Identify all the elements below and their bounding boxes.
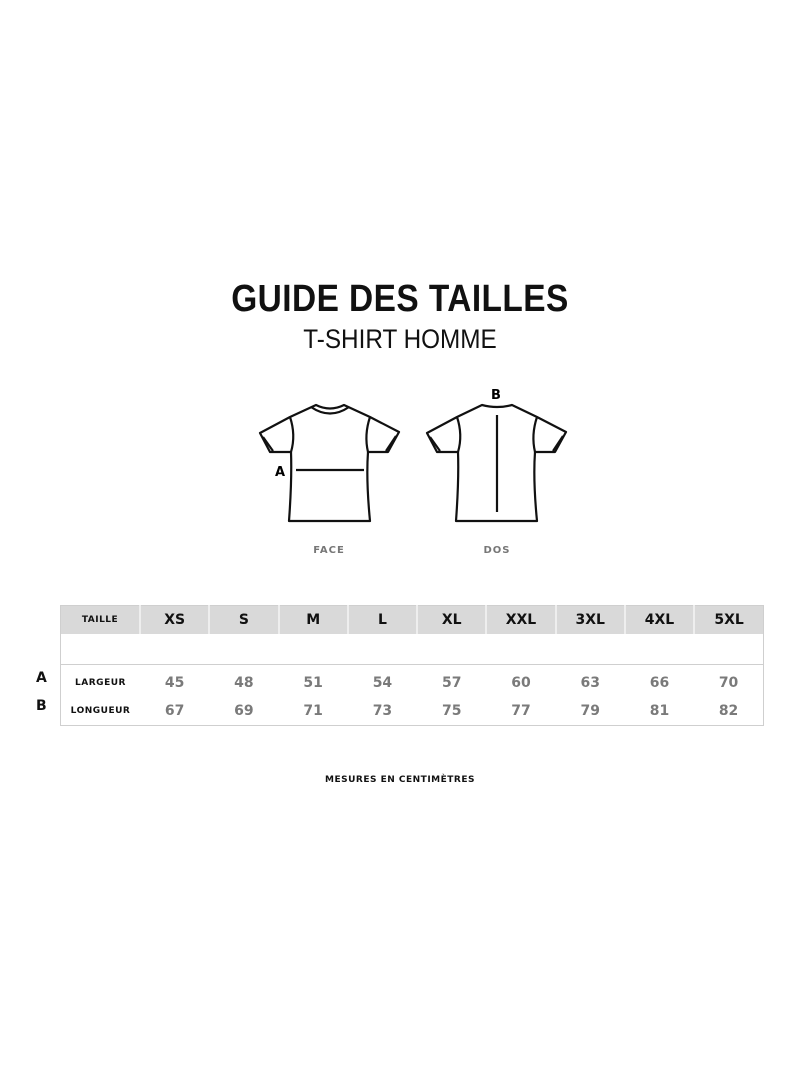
cell: 60 — [511, 675, 531, 691]
units-note: MESURES EN CENTIMÈTRES — [325, 775, 475, 785]
size-header: M — [277, 605, 348, 634]
size-header: XL — [416, 605, 487, 634]
page-subtitle: T-SHIRT HOMME — [303, 324, 497, 354]
tshirt-front-illustration — [258, 403, 401, 523]
row-key-a: A — [36, 670, 47, 686]
cell: 73 — [372, 703, 393, 719]
row-label: LONGUEUR — [70, 706, 131, 716]
tshirt-back-illustration — [425, 403, 568, 523]
marker-a-label: A — [275, 465, 285, 480]
table-row-longueur: LONGUEUR 67 69 71 73 75 77 79 81 82 — [61, 697, 764, 726]
marker-b-label: B — [491, 388, 501, 403]
cell: 54 — [372, 675, 393, 691]
cell: 51 — [303, 675, 323, 691]
page-title: GUIDE DES TAILLES — [231, 278, 569, 320]
cell: 71 — [303, 703, 323, 719]
front-view-label: FACE — [313, 545, 345, 556]
cell: 79 — [580, 703, 600, 719]
size-header: XS — [138, 605, 210, 634]
size-header: S — [208, 605, 279, 634]
size-header: 3XL — [554, 605, 625, 634]
cell: 57 — [441, 675, 462, 691]
size-table: TAILLE XS S M L XL XXL 3XL 4XL 5XL LARGE… — [60, 605, 764, 726]
cell: 48 — [234, 675, 254, 691]
size-header: L — [346, 605, 418, 634]
size-header: 4XL — [623, 605, 695, 634]
cell: 45 — [164, 675, 185, 691]
cell: 75 — [441, 703, 462, 719]
back-view-label: DOS — [483, 545, 511, 556]
cell: 77 — [511, 703, 531, 719]
cell: 82 — [718, 703, 739, 719]
size-header-row: TAILLE XS S M L XL XXL 3XL 4XL 5XL — [60, 605, 764, 634]
row-label: LARGEUR — [75, 678, 126, 688]
size-header: 5XL — [693, 605, 764, 634]
cell: 70 — [718, 675, 739, 691]
table-row-largeur: LARGEUR 45 48 51 54 57 60 63 66 70 — [61, 665, 764, 698]
cell: 81 — [649, 703, 670, 719]
size-header: XXL — [485, 605, 556, 634]
spacer-row — [60, 634, 764, 665]
row-key-b: B — [36, 698, 47, 714]
cell: 66 — [649, 675, 670, 691]
tshirt-illustrations: A B — [258, 388, 568, 523]
cell: 63 — [580, 675, 600, 691]
header-label: TAILLE — [60, 605, 140, 634]
cell: 67 — [164, 703, 185, 719]
cell: 69 — [234, 703, 254, 719]
